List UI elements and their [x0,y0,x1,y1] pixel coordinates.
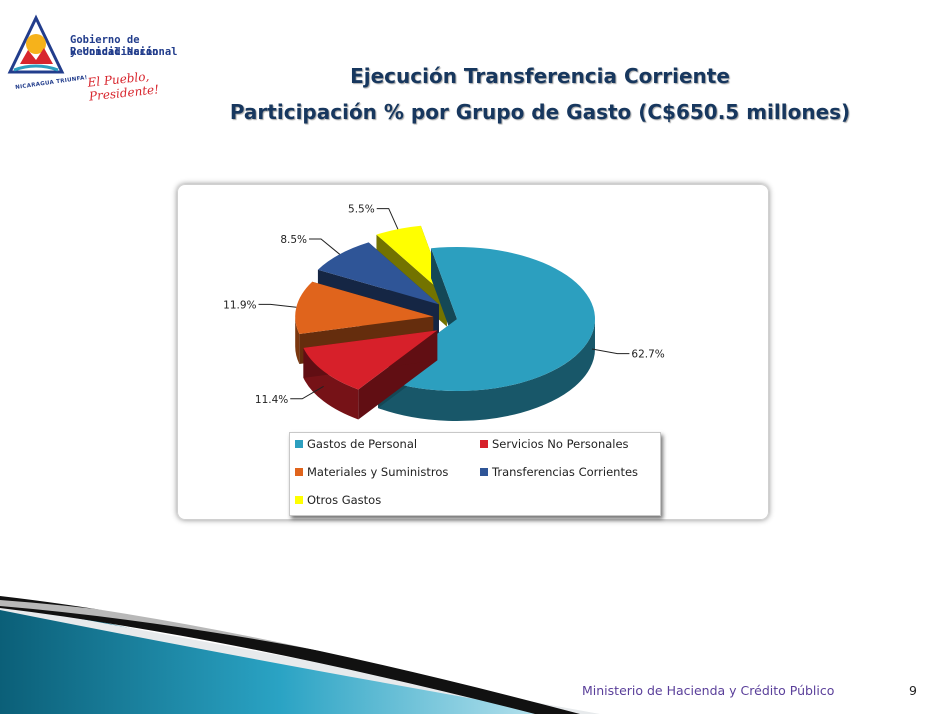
leader-line [376,208,399,230]
data-label-servicios: 11.4% [255,394,288,406]
legend-item-otros: Otros Gastos [295,493,381,507]
footer-ministry: Ministerio de Hacienda y Crédito Público [582,683,835,698]
pie-slice-side [303,347,359,420]
pie-slice-top [295,281,434,334]
legend-swatch [295,440,303,448]
pie-slice-servicios [303,330,438,420]
legend-item-transferencias: Transferencias Corrientes [480,465,638,479]
pie-slice-cut [431,248,457,349]
pie-slice-top [303,330,438,390]
pie-slice-side [378,319,595,421]
legend-swatch [480,468,488,476]
legend-item-materiales: Materiales y Suministros [295,465,448,479]
government-logo: NICARAGUA TRIUNFA! Gobierno de Reconcili… [6,14,216,104]
legend-swatch [480,440,488,448]
leader-line [591,348,630,355]
legend-swatch [295,496,303,504]
legend-item-gastos-personal: Gastos de Personal [295,437,417,451]
legend-swatch [295,468,303,476]
slide-title: Ejecución Transferencia Corriente [350,64,730,88]
legend-label: Materiales y Suministros [307,465,449,479]
slide-subtitle: Participación % por Grupo de Gasto (C$65… [229,100,851,124]
leader-line [309,238,341,255]
decorative-swoosh [0,596,620,714]
pie-slice-side [295,316,300,364]
logo-emblem-icon [7,14,65,74]
data-label-gastos-personal: 62.7% [631,349,664,361]
pie-slice-top [376,225,447,297]
legend-label: Otros Gastos [307,493,382,507]
leader-line [258,303,297,308]
logo-line2: y Unidad Nacional [70,46,178,58]
page-number: 9 [909,683,917,698]
chart-legend: Gastos de Personal Servicios No Personal… [289,432,661,516]
legend-item-servicios: Servicios No Personales [480,437,629,451]
pie-chart: 62.7% 11.4% 11.9% 8.5% 5.5% [223,204,665,421]
legend-label: Gastos de Personal [307,437,418,451]
legend-label: Transferencias Corrientes [492,465,639,479]
data-label-otros: 5.5% [348,204,375,216]
data-label-materiales: 11.9% [223,299,256,311]
logo-line1: Gobierno de Reconciliación [70,34,159,58]
pie-slice-top [317,242,439,305]
data-label-transferencias: 8.5% [280,234,307,246]
leader-line [290,385,324,400]
legend-label: Servicios No Personales [492,437,629,451]
